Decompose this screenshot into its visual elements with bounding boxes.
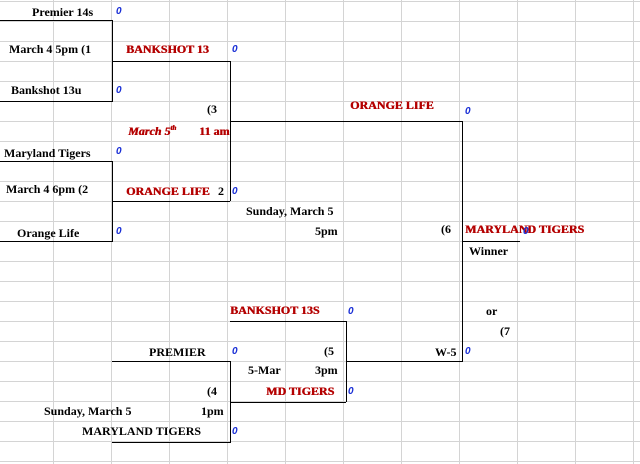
- cell-semi-date[interactable]: Sunday, March 5: [246, 204, 334, 218]
- cell-game5-time[interactable]: 3pm: [315, 363, 338, 377]
- cell-bankshot-13u[interactable]: Bankshot 13u: [11, 83, 82, 97]
- cell-game4-time[interactable]: 1pm: [201, 404, 224, 418]
- bracket-line: [0, 101, 113, 102]
- bracket-line: [462, 241, 520, 242]
- bracket-line: [230, 61, 231, 201]
- score-bankshot-13u[interactable]: 0: [116, 85, 122, 96]
- score-final[interactable]: 0: [523, 226, 529, 237]
- score-md-tigers[interactable]: 0: [348, 386, 354, 397]
- bracket-line: [112, 361, 230, 362]
- cell-premier[interactable]: PREMIER: [149, 345, 206, 359]
- score-w5[interactable]: 0: [465, 346, 471, 357]
- cell-maryland-tigers-lower[interactable]: MARYLAND TIGERS: [82, 424, 202, 438]
- cell-final-winner[interactable]: MARYLAND TIGERS: [465, 222, 585, 236]
- bracket-line: [112, 61, 230, 62]
- score-orange-life[interactable]: 0: [116, 226, 122, 237]
- bracket-line: [230, 402, 346, 403]
- cell-maryland-tigers[interactable]: Maryland Tigers: [4, 146, 91, 160]
- score-orange-life-r2[interactable]: 0: [232, 186, 238, 197]
- score-bankshot-13s[interactable]: 0: [348, 306, 354, 317]
- cell-w5[interactable]: W-5: [435, 345, 457, 359]
- cell-orange-life[interactable]: Orange Life: [17, 226, 80, 240]
- cell-game7-number[interactable]: (7: [500, 324, 510, 338]
- cell-game3-number[interactable]: (3: [207, 102, 217, 116]
- score-premier[interactable]: 0: [232, 346, 238, 357]
- bracket-line: [230, 121, 462, 122]
- cell-game5-date[interactable]: 5-Mar: [248, 363, 281, 377]
- bracket-line: [230, 361, 231, 442]
- cell-game4-number[interactable]: (4: [207, 384, 217, 398]
- bracket-line: [0, 161, 112, 162]
- bracket-line: [112, 442, 231, 443]
- score-maryland-tigers[interactable]: 0: [116, 146, 122, 157]
- cell-md-tigers[interactable]: MD TIGERS: [266, 384, 335, 398]
- cell-game5-number[interactable]: (5: [324, 344, 334, 358]
- cell-bankshot-13-winner[interactable]: BANKSHOT 13: [126, 42, 209, 56]
- bracket-line: [112, 20, 113, 101]
- cell-final-game-number[interactable]: (6: [441, 222, 451, 236]
- cell-game3-date[interactable]: March 5th: [128, 124, 177, 138]
- score-premier-14s[interactable]: 0: [116, 6, 122, 17]
- score-orange-life-top[interactable]: 0: [465, 106, 471, 117]
- cell-semi-time[interactable]: 5pm: [315, 224, 338, 238]
- bracket-line: [230, 321, 346, 322]
- bracket-line: [112, 201, 230, 202]
- score-bankshot-13[interactable]: 0: [232, 44, 238, 55]
- cell-orange-life-winner[interactable]: ORANGE LIFE: [126, 184, 210, 198]
- bracket-line: [0, 241, 113, 242]
- cell-orange-life-suffix[interactable]: 2: [218, 184, 224, 198]
- cell-orange-life-semi[interactable]: ORANGE LIFE: [350, 98, 434, 112]
- cell-match2-time[interactable]: March 4 6pm (2: [6, 182, 89, 196]
- bracket-line: [0, 20, 112, 21]
- cell-premier-14s[interactable]: Premier 14s: [32, 5, 94, 19]
- cell-winner-label[interactable]: Winner: [469, 244, 509, 258]
- cell-bankshot-13s[interactable]: BANKSHOT 13S: [230, 303, 320, 317]
- bracket-line: [346, 361, 462, 362]
- cell-match1-time[interactable]: March 4 5pm (1: [9, 42, 92, 56]
- cell-game3-time[interactable]: 11 am: [199, 124, 230, 138]
- score-maryland-tigers-lower[interactable]: 0: [232, 426, 238, 437]
- cell-or-label[interactable]: or: [486, 304, 498, 318]
- cell-game4-date[interactable]: Sunday, March 5: [44, 404, 132, 418]
